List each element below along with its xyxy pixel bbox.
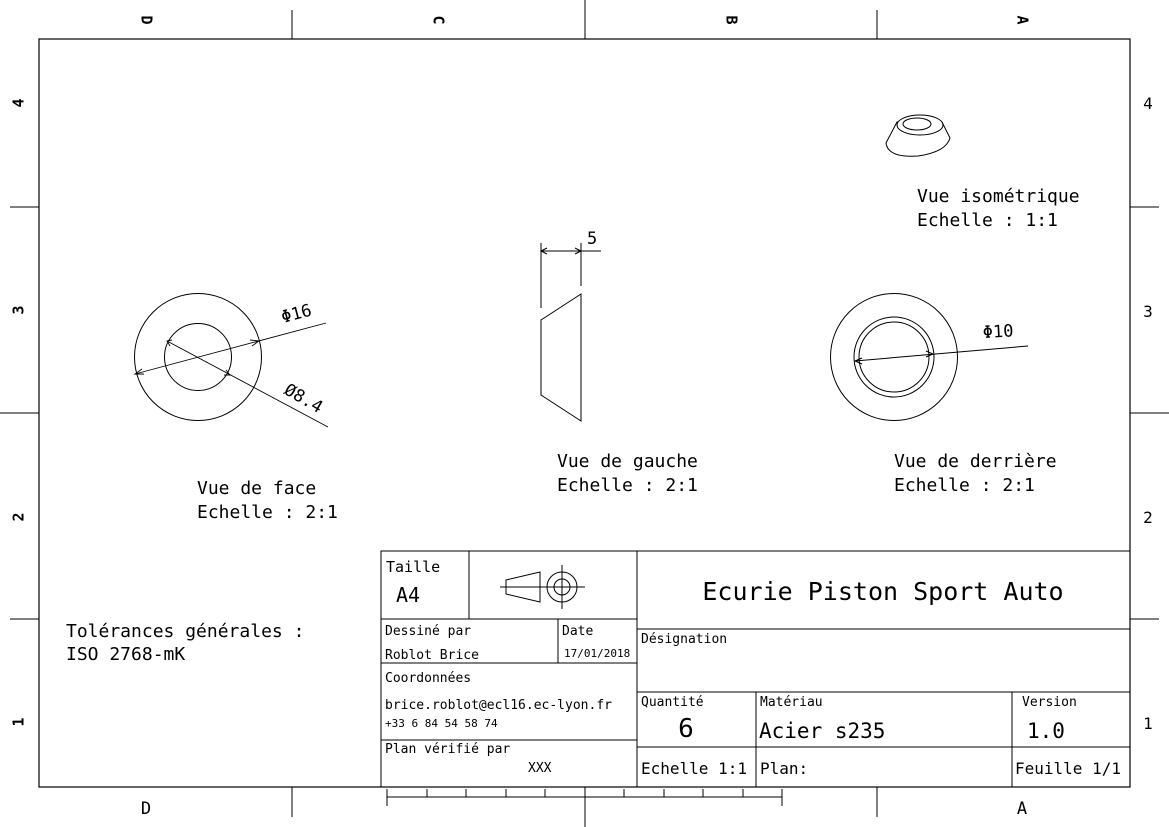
- size-label: Taille: [386, 558, 440, 576]
- col-label-top-c: C: [430, 15, 448, 24]
- sheet-text: Feuille 1/1: [1015, 759, 1121, 778]
- front-view-title: Vue de face: [197, 478, 316, 499]
- drawn-by-value: Roblot Brice: [385, 648, 479, 663]
- scale-ruler: [386, 789, 783, 806]
- right-zone-ticks: [1130, 206, 1169, 620]
- left-view-title: Vue de gauche: [557, 451, 698, 472]
- isometric-view: [885, 114, 951, 157]
- top-zone-ticks: [291, 0, 878, 39]
- date-label: Date: [562, 624, 593, 639]
- iso-view-title: Vue isométrique: [917, 186, 1080, 207]
- scale-text: Echelle 1:1: [641, 759, 747, 778]
- material-value: Acier s235: [759, 719, 885, 743]
- tolerances-line-2: ISO 2768-mK: [66, 644, 185, 665]
- material-label: Matériau: [760, 695, 823, 710]
- rear-view-title: Vue de derrière: [894, 451, 1057, 472]
- col-label-bottom-a: A: [1017, 799, 1027, 819]
- version-value: 1.0: [1027, 719, 1065, 743]
- projection-symbol-icon: [500, 565, 585, 609]
- front-view-scale: Echelle : 2:1: [197, 502, 338, 523]
- dim-rear-diameter: Φ10: [982, 321, 1014, 343]
- front-view: Φ16 Ø8.4: [133, 293, 329, 428]
- rear-view-scale: Echelle : 2:1: [894, 475, 1035, 496]
- row-label-right-3: 3: [1143, 302, 1153, 321]
- contact-phone: +33 6 84 54 58 74: [385, 717, 498, 730]
- size-value: A4: [396, 583, 420, 607]
- left-zone-ticks: [0, 206, 39, 620]
- row-label-right-4: 4: [1143, 94, 1153, 113]
- plan-text: Plan:: [760, 759, 808, 778]
- col-label-top-a: A: [1014, 15, 1032, 24]
- row-label-right-2: 2: [1143, 508, 1153, 527]
- left-view: [539, 243, 601, 422]
- title-block-grid: [380, 550, 1131, 788]
- version-label: Version: [1022, 695, 1077, 710]
- date-value: 17/01/2018: [564, 647, 630, 660]
- company-name: Ecurie Piston Sport Auto: [702, 577, 1063, 606]
- checked-by-value: XXX: [528, 761, 552, 776]
- drawn-by-label: Dessiné par: [385, 624, 471, 639]
- col-label-bottom-d: D: [141, 799, 151, 819]
- dim-inner-diameter: Ø8.4: [281, 380, 326, 418]
- dim-outer-diameter: Φ16: [279, 301, 314, 328]
- designation-label: Désignation: [641, 632, 727, 647]
- iso-view-scale: Echelle : 1:1: [917, 210, 1058, 231]
- dim-width: 5: [587, 229, 597, 249]
- col-label-top-d: D: [138, 15, 156, 24]
- row-label-left-4: 4: [10, 98, 28, 107]
- left-view-scale: Echelle : 2:1: [557, 475, 698, 496]
- quantity-value: 6: [678, 714, 694, 744]
- contact-email: brice.roblot@ecl16.ec-lyon.fr: [385, 698, 612, 713]
- row-label-left-3: 3: [10, 305, 28, 314]
- sheet-border: [38, 38, 1131, 788]
- col-label-top-b: B: [723, 15, 741, 24]
- tolerances-line-1: Tolérances générales :: [66, 621, 304, 642]
- contact-label: Coordonnées: [385, 671, 471, 686]
- row-label-left-1: 1: [10, 717, 28, 726]
- quantity-label: Quantité: [641, 695, 704, 710]
- row-label-right-1: 1: [1143, 714, 1153, 733]
- row-label-left-2: 2: [10, 512, 28, 521]
- checked-by-label: Plan vérifié par: [385, 742, 510, 757]
- rear-view: [830, 293, 1029, 421]
